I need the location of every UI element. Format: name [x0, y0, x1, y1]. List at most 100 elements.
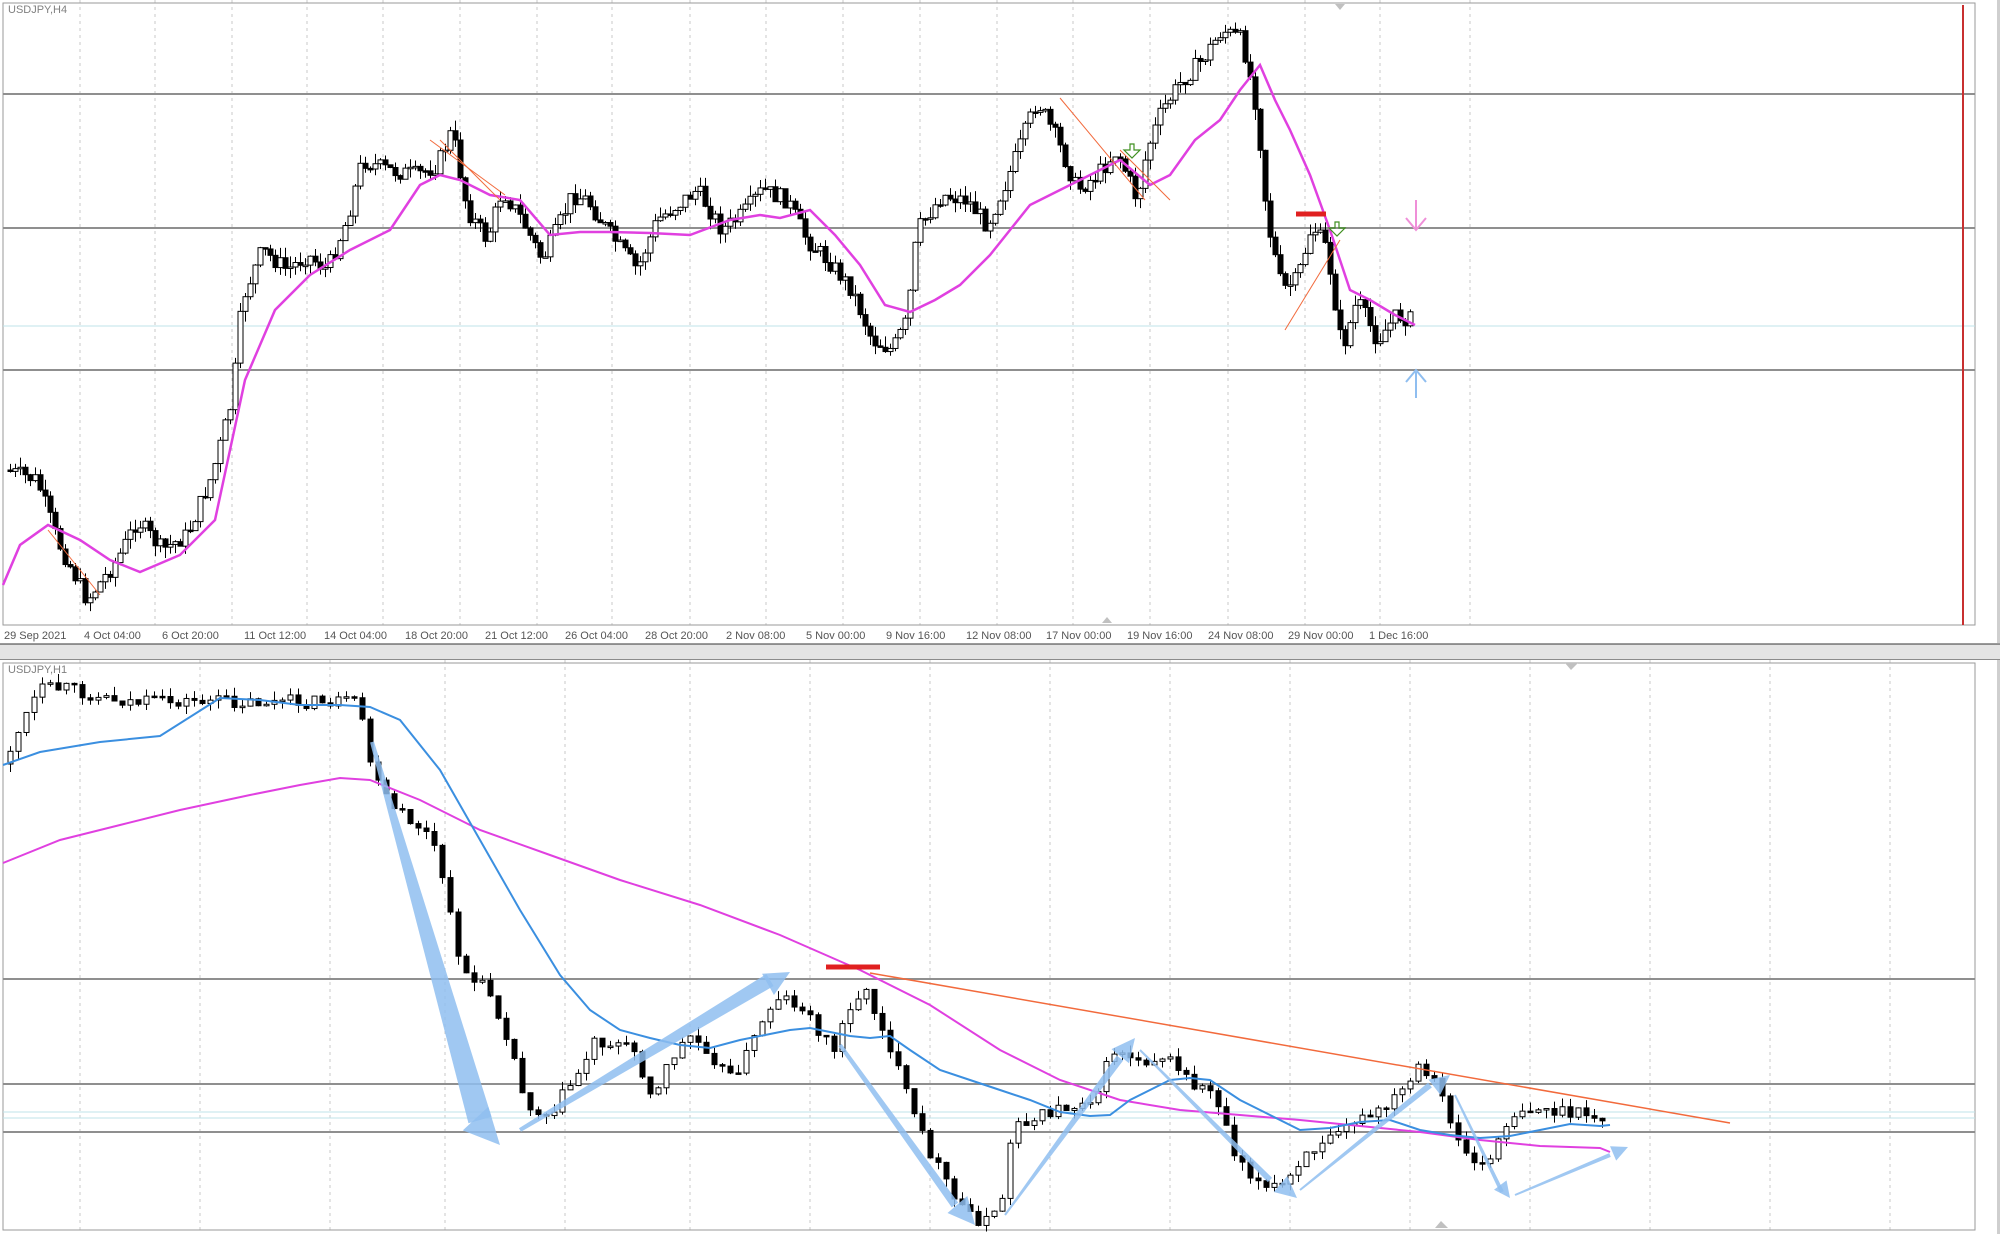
h4-candle-body: [832, 262, 839, 272]
h4-candle-body: [472, 218, 479, 224]
h1-candle-body: [1183, 1069, 1190, 1075]
h1-candle-body: [655, 1087, 662, 1095]
h1-candle-body: [1559, 1106, 1566, 1116]
h4-candle-body: [72, 566, 79, 582]
h1-candle-body: [95, 696, 102, 701]
h4-candle-body: [662, 213, 669, 218]
h1-candle-body: [495, 995, 502, 1019]
h1-candle-body: [799, 1006, 806, 1012]
h4-candle-body: [417, 165, 424, 172]
h1-candle-body: [783, 995, 790, 1001]
h4-chart-pane[interactable]: 29 Sep 2021 4 Oct 04:00 6 Oct 20:00 11 Oct …: [0, 0, 2000, 644]
h4-candle-body: [632, 253, 639, 267]
h4-candle-body: [267, 248, 274, 256]
h1-candle-body: [135, 699, 142, 705]
h4-candle-body: [12, 468, 19, 472]
h1-candle-body: [471, 972, 478, 983]
h1-candle-body: [1415, 1063, 1422, 1082]
h4-trendline: [439, 139, 501, 201]
h1-candle-body: [1335, 1131, 1342, 1136]
h4-trendline: [47, 529, 101, 596]
h4-candle-body: [1292, 272, 1299, 286]
h1-candle-body: [71, 682, 78, 686]
h4-candle-body: [272, 254, 279, 269]
h1-chart-canvas[interactable]: [0, 660, 2000, 1234]
h1-candle-body: [863, 988, 870, 1000]
h4-candle-body: [1177, 81, 1184, 86]
h4-candle-body: [1237, 30, 1244, 33]
h1-wave-arrow: [1454, 1094, 1504, 1193]
h1-candle-body: [1015, 1121, 1022, 1144]
h4-candle-body: [607, 222, 614, 227]
h4-candle-body: [397, 175, 404, 180]
h4-candle-body: [802, 218, 809, 238]
h4-candle-body: [312, 255, 319, 263]
h1-candle-body: [119, 700, 126, 706]
h4-candle-body: [747, 195, 754, 205]
h4-candle-body: [1267, 200, 1274, 238]
h1-candle-body: [1551, 1108, 1558, 1116]
h4-candle-body: [792, 200, 799, 210]
h4-xaxis-label: 17 Nov 00:00: [1046, 630, 1111, 642]
h1-candle-body: [759, 1021, 766, 1037]
h4-candle-body: [192, 521, 199, 532]
h4-candle-body: [1032, 111, 1039, 114]
h4-candle-body: [612, 225, 619, 242]
h4-candle-body: [97, 581, 104, 593]
h1-candle-body: [39, 683, 46, 698]
h1-candle-body: [511, 1038, 518, 1059]
h4-candle-body: [407, 166, 414, 170]
h1-candle-body: [615, 1042, 622, 1047]
h1-candle-body: [1207, 1085, 1214, 1092]
h4-candle-body: [457, 139, 464, 179]
h4-candle-body: [1067, 166, 1074, 182]
h4-candle-body: [207, 479, 214, 499]
h4-candle-body: [1087, 179, 1094, 192]
h4-candle-body: [182, 529, 189, 547]
h4-candle-body: [752, 193, 759, 197]
h1-candle-body: [943, 1161, 950, 1180]
h1-chart-pane[interactable]: USDJPY,H1: [0, 660, 2000, 1234]
h1-candle-body: [983, 1215, 990, 1226]
h4-candle-body: [1022, 122, 1029, 140]
h1-candle-body: [351, 696, 358, 699]
h4-candle-body: [122, 538, 129, 554]
h4-candle-body: [737, 208, 744, 223]
h4-chart-canvas[interactable]: 29 Sep 2021 4 Oct 04:00 6 Oct 20:00 11 Oct …: [0, 0, 2000, 643]
h1-wave-arrow: [838, 1043, 959, 1208]
h1-candle-body: [1271, 1182, 1278, 1188]
h4-candle-body: [1272, 236, 1279, 256]
h4-xaxis-label: 29 Nov 00:00: [1288, 630, 1353, 642]
h4-candle-body: [627, 247, 634, 255]
h4-candle-body: [367, 167, 374, 171]
h4-candle-body: [1147, 142, 1154, 161]
h4-candle-body: [362, 162, 369, 169]
h4-candle-body: [392, 167, 399, 177]
h4-candle-body: [132, 529, 139, 533]
h1-candle-body: [367, 718, 374, 763]
h1-candle-body: [911, 1088, 918, 1115]
h4-candle-body: [32, 474, 39, 482]
h4-candle-body: [402, 167, 409, 180]
h4-candle-body: [1277, 254, 1284, 275]
h1-candle-body: [1471, 1152, 1478, 1164]
h4-candle-body: [1337, 309, 1344, 331]
h1-candle-body: [1447, 1095, 1454, 1124]
h1-candle-body: [535, 1109, 542, 1115]
h4-candle-body: [87, 597, 94, 604]
h4-candle-body: [907, 289, 914, 319]
h4-candle-body: [557, 214, 564, 226]
h4-candle-body: [347, 215, 354, 226]
h4-candle-body: [1342, 329, 1349, 347]
pane-splitter[interactable]: [0, 644, 2000, 660]
h4-price-scale[interactable]: [1997, 0, 2000, 643]
h1-candle-body: [1575, 1107, 1582, 1118]
h1-candle-body: [1327, 1134, 1334, 1144]
h1-candle-body: [359, 697, 366, 720]
h4-candle-body: [1367, 307, 1374, 327]
h1-price-scale[interactable]: [1997, 660, 2000, 1234]
h1-candle-body: [735, 1072, 742, 1075]
h4-xaxis-label: 24 Nov 08:00: [1208, 630, 1273, 642]
h4-candle-body: [427, 170, 434, 176]
h4-candle-body: [877, 345, 884, 348]
